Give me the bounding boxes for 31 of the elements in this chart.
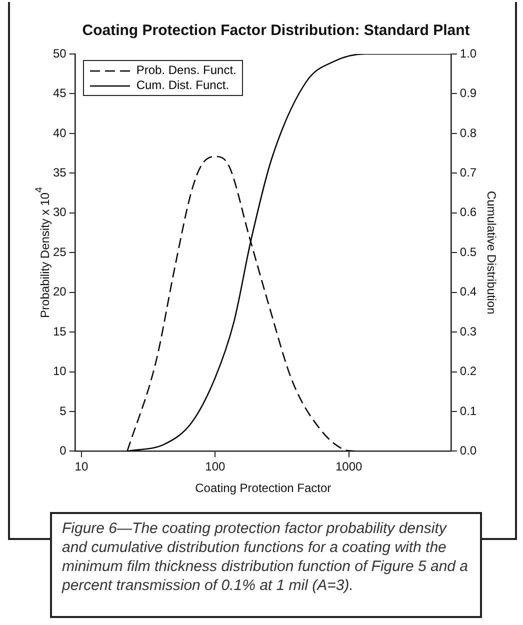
y-tick-label: 0 — [60, 444, 67, 458]
legend-label: Cum. Dist. Funct. — [136, 78, 230, 93]
x-tick-label: 1000 — [336, 460, 363, 474]
chart-title: Coating Protection Factor Distribution: Standard Plant — [82, 22, 470, 40]
legend-label: Prob. Dens. Funct. — [136, 63, 236, 78]
y-tick-label: 10 — [52, 364, 67, 378]
y-tick-label: 15 — [52, 324, 67, 338]
y-tick-label: 45 — [52, 86, 67, 100]
y2-tick-label: 0.3 — [460, 324, 477, 338]
y2-tick-label: 0.5 — [460, 244, 477, 259]
y2-tick-label: 0.2 — [460, 364, 477, 378]
y2-tick-label: 0.7 — [460, 165, 477, 180]
y2-tick-label: 0.8 — [460, 126, 477, 140]
y-tick-label: 30 — [52, 205, 67, 220]
y-tick-label: 20 — [52, 284, 67, 299]
y2-tick-label: 1.0 — [460, 46, 477, 60]
y2-tick-label: 0.9 — [460, 86, 477, 100]
caption: Figure 6—The coating protection factor probability density and cumulative distribution functions for a coating with the minimum film thickness distribution function of Figure 5 and a percent transmission of 0.1% at 1 mil (A=3). — [62, 519, 470, 595]
y-tick-label: 40 — [52, 126, 67, 140]
y2-tick-label: 0.1 — [460, 404, 477, 418]
x-tick-label: 10 — [74, 460, 88, 474]
y-tick-label: 5 — [60, 404, 67, 418]
y2-tick-label: 0.0 — [460, 444, 477, 458]
y2-tick-label: 0.6 — [460, 205, 477, 220]
y2-axis-title: Cumulative Distribution — [484, 190, 498, 314]
y2-tick-label: 0.4 — [460, 284, 477, 299]
x-tick-label: 100 — [205, 460, 226, 474]
y-tick-label: 50 — [52, 46, 67, 60]
y-tick-label: 25 — [52, 244, 67, 259]
y-tick-label: 35 — [52, 165, 67, 180]
x-axis-title: Coating Protection Factor — [195, 481, 332, 496]
